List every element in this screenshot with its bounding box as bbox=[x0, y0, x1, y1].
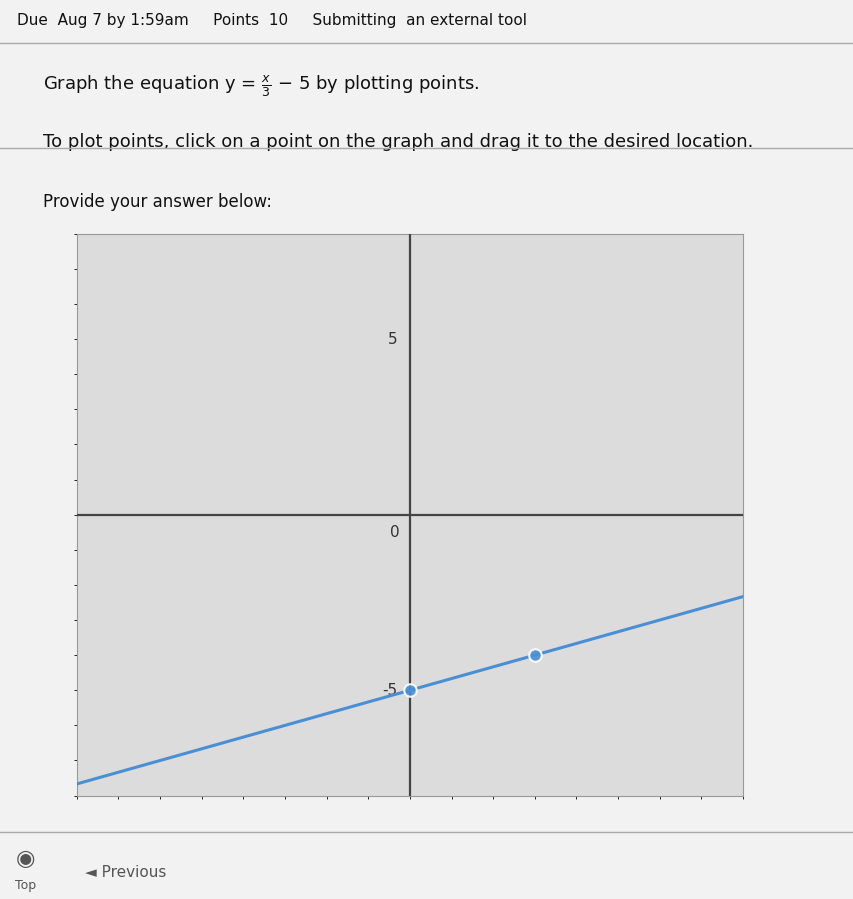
Text: ◉: ◉ bbox=[16, 849, 35, 868]
Text: ◄ Previous: ◄ Previous bbox=[85, 865, 166, 879]
Text: Graph the equation y = $\frac{x}{3}$ $-$ 5 by plotting points.: Graph the equation y = $\frac{x}{3}$ $-$… bbox=[43, 73, 479, 99]
Text: Provide your answer below:: Provide your answer below: bbox=[43, 193, 271, 211]
Text: Due  Aug 7 by 1:59am     Points  10     Submitting  an external tool: Due Aug 7 by 1:59am Points 10 Submitting… bbox=[17, 13, 526, 28]
Text: 0: 0 bbox=[390, 525, 399, 540]
Text: To plot points, click on a point on the graph and drag it to the desired locatio: To plot points, click on a point on the … bbox=[43, 133, 752, 151]
Text: Top: Top bbox=[15, 879, 36, 892]
Text: 5: 5 bbox=[387, 332, 397, 347]
Text: -5: -5 bbox=[382, 682, 397, 698]
